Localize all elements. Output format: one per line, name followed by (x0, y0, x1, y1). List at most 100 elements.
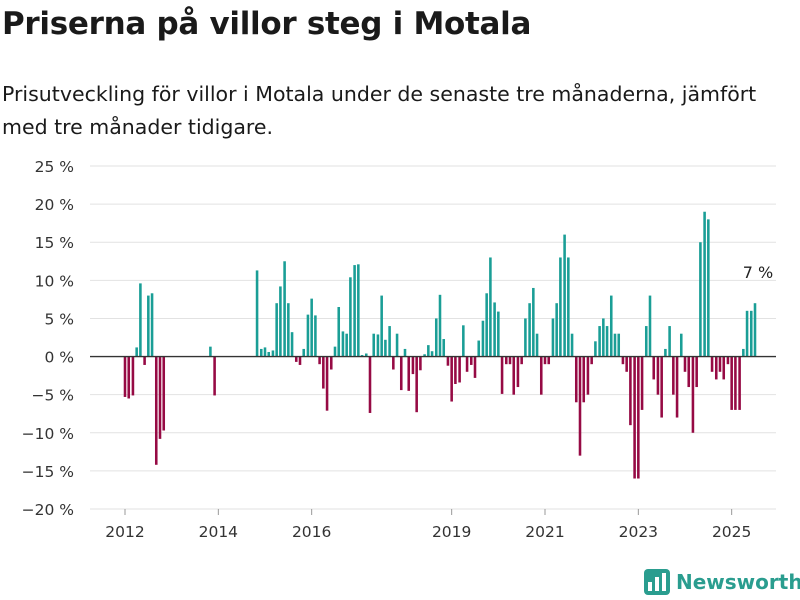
bar (574, 356, 578, 403)
bar (469, 356, 473, 365)
value-annotation: 7 % (743, 263, 773, 282)
bar (477, 340, 481, 357)
bar (275, 303, 278, 357)
bar (524, 318, 527, 357)
y-tick-label: −20 % (22, 501, 74, 519)
bar (345, 333, 348, 357)
bar (302, 348, 306, 357)
bar (481, 320, 485, 357)
bar (442, 339, 446, 357)
bar (376, 334, 380, 357)
bar (407, 356, 411, 391)
bar (438, 294, 442, 357)
bar (570, 333, 574, 357)
bar (605, 326, 609, 357)
bar (664, 348, 667, 357)
bar (710, 356, 714, 372)
bar (154, 356, 158, 465)
bar (543, 356, 547, 365)
bar (364, 353, 368, 357)
bar (629, 356, 632, 426)
bar (699, 242, 702, 357)
bar (372, 333, 376, 357)
y-tick-label: 10 % (35, 272, 74, 290)
bar (298, 356, 302, 365)
bar (726, 356, 730, 365)
y-axis: −20 % −15 % −10 % −5 % 0 % 5 % 10 % 15 % 20 % 25 … (22, 158, 74, 519)
y-tick-label: 25 % (35, 158, 74, 176)
bar (730, 356, 733, 410)
bar (290, 332, 294, 357)
bar (644, 326, 648, 357)
bar (672, 356, 675, 395)
bar (419, 356, 422, 371)
y-tick-label: 5 % (44, 310, 74, 328)
bar (271, 350, 275, 357)
bar (551, 318, 555, 357)
x-tick-label: 2023 (619, 523, 658, 541)
bar (594, 341, 597, 357)
bar (539, 356, 543, 395)
x-tick-label: 2014 (199, 523, 238, 541)
y-tick-label: 0 % (44, 349, 74, 367)
bar (508, 356, 512, 365)
bar (679, 333, 683, 357)
bar (392, 356, 395, 370)
bar (598, 326, 601, 357)
y-tick-label: 20 % (35, 196, 74, 214)
y-tick-label: 15 % (35, 234, 74, 252)
bar (637, 356, 640, 479)
bar (427, 345, 430, 357)
bar (368, 356, 372, 413)
bar (722, 356, 726, 380)
bar (489, 257, 492, 357)
bar (306, 314, 310, 357)
bar (753, 303, 757, 357)
bar (609, 295, 613, 357)
bars (90, 211, 776, 479)
bar (267, 351, 271, 357)
bar (691, 356, 695, 433)
bar (532, 287, 535, 357)
bar (283, 261, 286, 357)
bar (633, 356, 636, 479)
bar (399, 356, 403, 391)
bar (454, 356, 457, 384)
bar (745, 310, 749, 357)
bar (613, 333, 617, 357)
bar (567, 257, 570, 357)
bar (380, 295, 383, 357)
bar (384, 339, 387, 357)
bar (127, 356, 131, 399)
bar (504, 356, 508, 365)
bar (322, 356, 325, 389)
bar (497, 311, 500, 357)
bar (718, 356, 722, 372)
bar (485, 293, 488, 357)
bar (423, 354, 426, 357)
bar (742, 348, 745, 357)
bar (255, 270, 259, 357)
bar (660, 356, 663, 418)
bar (353, 265, 356, 357)
bar (287, 303, 290, 357)
bar (563, 234, 566, 357)
bar (462, 325, 465, 357)
bar (528, 303, 531, 357)
gridlines (90, 165, 776, 510)
x-tick-label: 2016 (292, 523, 331, 541)
bar (749, 310, 753, 357)
bar-chart: −20 % −15 % −10 % −5 % 0 % 5 % 10 % 15 % 20 % 25 … (22, 158, 776, 541)
x-tick-label: 2021 (525, 523, 564, 541)
bar (493, 302, 496, 357)
bar (333, 346, 337, 357)
bar (617, 333, 621, 357)
bar (150, 293, 154, 357)
bar (123, 356, 127, 397)
bar (707, 219, 710, 357)
bar (458, 356, 461, 383)
bar (500, 356, 504, 394)
bar (586, 356, 590, 395)
bar (415, 356, 418, 413)
bar (310, 298, 313, 357)
